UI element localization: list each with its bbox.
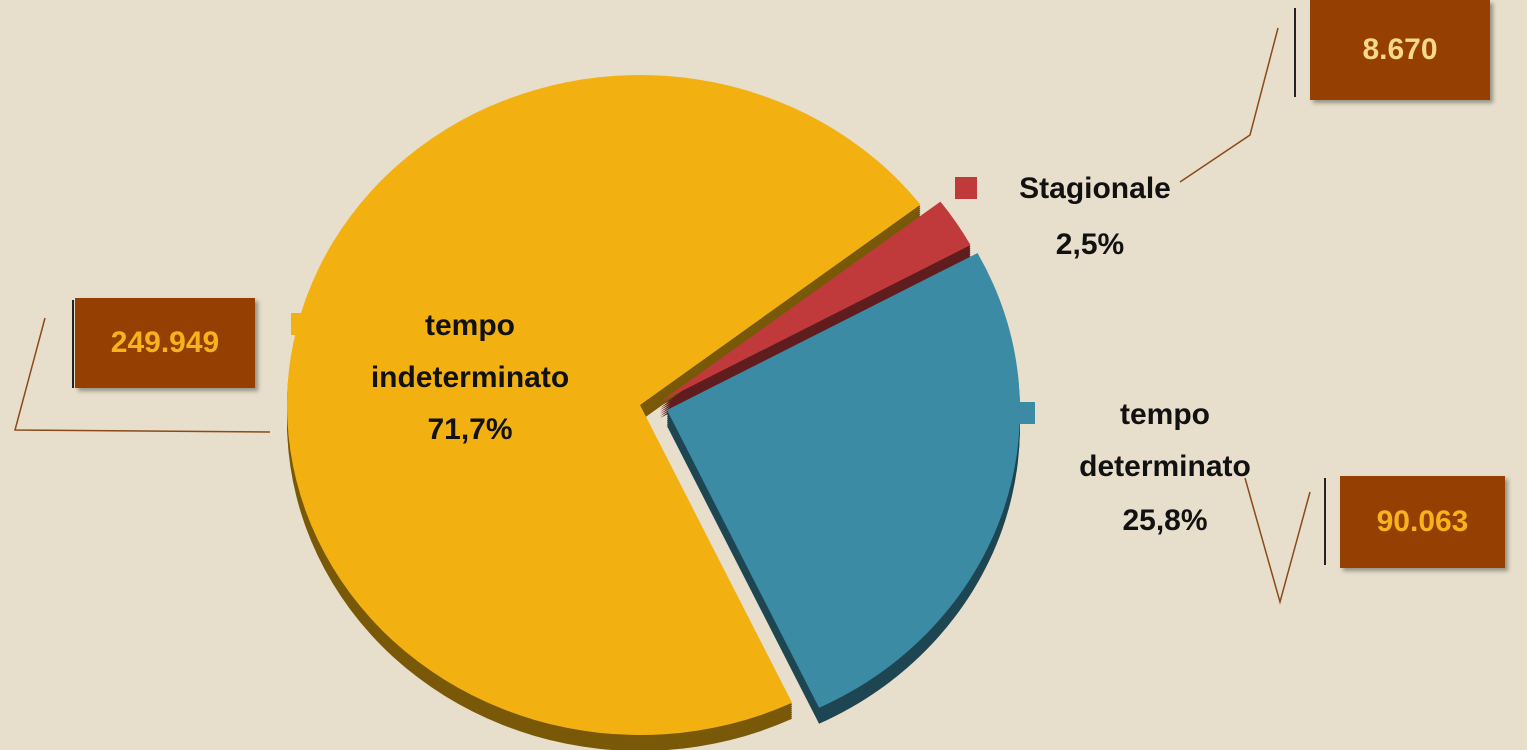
slice-label: tempo indeterminato <box>370 309 570 394</box>
slice <box>660 201 971 402</box>
leader-line <box>14 317 271 433</box>
leader-line <box>1244 477 1311 605</box>
value-label: 2,5% <box>1055 228 1125 261</box>
slice <box>287 74 921 735</box>
slice-label: Stagionale <box>1019 172 1171 205</box>
value-label: 25,8% <box>1122 504 1208 537</box>
legend-swatch <box>955 177 977 199</box>
leader-line <box>1179 27 1279 183</box>
value-label: 71,7% <box>427 413 513 446</box>
legend-swatch <box>1013 402 1035 424</box>
count-callout: 8.670 <box>1310 0 1490 100</box>
count-callout: 90.063 <box>1340 476 1505 568</box>
slice-label: tempo determinato <box>1079 398 1251 483</box>
count-callout: 249.949 <box>75 298 255 388</box>
legend-swatch <box>291 313 313 335</box>
slice <box>667 253 1020 708</box>
